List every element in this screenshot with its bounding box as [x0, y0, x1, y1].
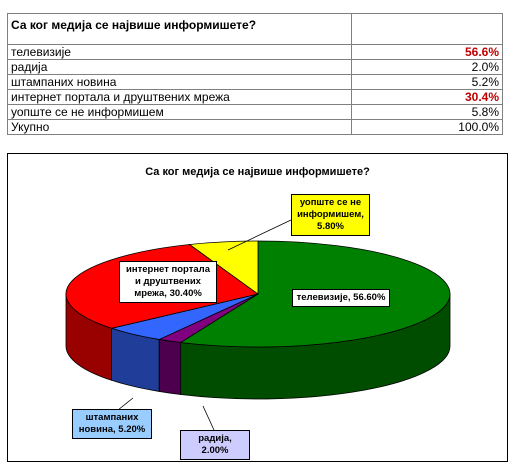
row-value: 5.2% [351, 74, 503, 90]
leader-line-radio [202, 405, 215, 431]
row-value: 56.6% [351, 44, 503, 60]
table-row: штампаних новина 5.2% [7, 74, 503, 90]
data-label-print: штампаних новина, 5.20% [72, 409, 152, 439]
table-row: радија 2.0% [7, 59, 503, 75]
row-label: уопште се не информишем [7, 104, 352, 120]
row-label: интернет портала и друштвених мрежа [7, 89, 352, 105]
data-label-not-informed: уопште се не информишем, 5.80% [291, 194, 370, 236]
row-value: 5.8% [351, 104, 503, 120]
row-value: 100.0% [351, 119, 503, 135]
data-label-television: телевизије, 56.60% [292, 289, 390, 307]
pie-side-radio [158, 338, 182, 395]
row-label: штампаних новина [7, 74, 352, 90]
row-value: 2.0% [351, 59, 503, 75]
row-label: Укупно [7, 119, 352, 135]
table-row: интернет портала и друштвених мрежа 30.4… [7, 89, 503, 105]
table-header-value-cell [351, 13, 503, 45]
data-label-internet: интернет портала и друштвених мрежа, 30.… [119, 261, 217, 303]
leader-line-not-informed [227, 219, 292, 251]
data-label-radio: радија, 2.00% [180, 430, 250, 460]
pie-chart: Са ког медија се највише информишете? те… [7, 153, 508, 462]
row-label: радија [7, 59, 352, 75]
row-value: 30.4% [351, 89, 503, 105]
table-row: Укупно 100.0% [7, 119, 503, 135]
chart-title: Са ког медија се највише информишете? [145, 166, 370, 178]
table-header-row: Са ког медија се највише информишете? [7, 13, 503, 45]
table-row: телевизије 56.6% [7, 44, 503, 60]
pie-slice-not-informed [188, 240, 259, 295]
table-row: уопште се не информишем 5.8% [7, 104, 503, 120]
data-table: Са ког медија се највише информишете? те… [7, 13, 503, 135]
table-header: Са ког медија се највише информишете? [7, 13, 352, 45]
leader-line-print [117, 397, 134, 411]
row-label: телевизије [7, 44, 352, 60]
